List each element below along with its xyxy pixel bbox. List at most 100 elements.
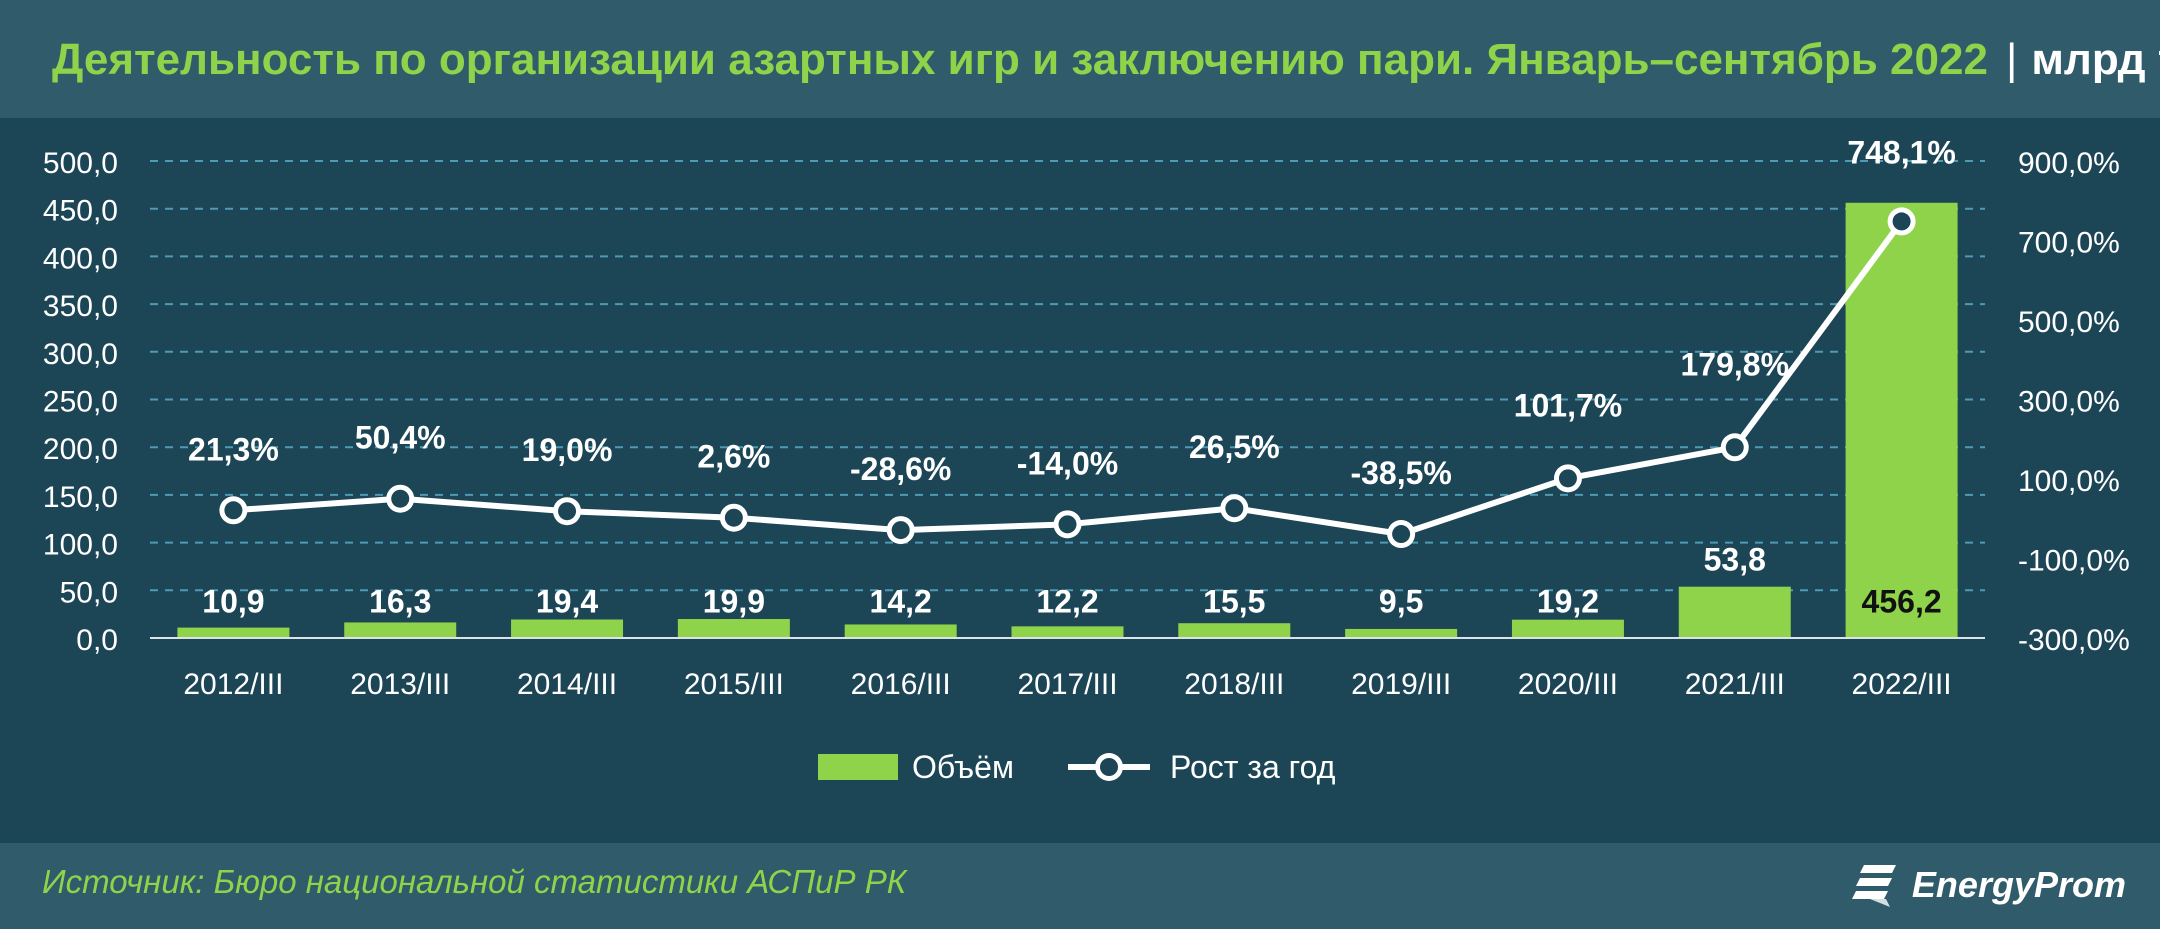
growth-marker-2022/III xyxy=(1892,212,1911,231)
legend-marker-inner xyxy=(1100,758,1118,776)
title-separator: | xyxy=(2005,35,2018,84)
energyprom-logo: EnergyProm xyxy=(1850,857,2126,913)
bar-value-label: 53,8 xyxy=(1704,542,1766,578)
growth-value-label: 748,1% xyxy=(1847,134,1956,170)
logo-text: EnergyProm xyxy=(1911,864,2126,905)
energyprom-logo-icon xyxy=(1851,865,1896,907)
growth-marker-2015/III xyxy=(724,508,743,527)
growth-marker-2018/III xyxy=(1225,499,1244,518)
bar-2013/III xyxy=(344,622,457,638)
left-axis: 0,0 50,0 100,0 150,0 200,0 250,0 300,0 350,0 400… xyxy=(43,147,118,657)
growth-line xyxy=(233,219,1905,538)
x-tick-label: 2021/III xyxy=(1685,668,1785,701)
bar-value-label: 16,3 xyxy=(369,583,431,619)
bar-value-label: 15,5 xyxy=(1203,583,1265,619)
chart-title: Деятельность по организации азартных игр… xyxy=(52,30,2160,90)
growth-value-label: -14,0% xyxy=(1017,445,1118,481)
y-right-tick-label: 500,0% xyxy=(2018,306,2120,339)
y-right-tick-label: 900,0% xyxy=(2018,147,2120,180)
y-left-tick-label: 350,0 xyxy=(43,290,118,323)
y-left-tick-label: 100,0 xyxy=(43,529,118,562)
x-tick-label: 2014/III xyxy=(517,668,617,701)
growth-marker-2020/III xyxy=(1558,469,1577,488)
footer: Источник: Бюро национальной статистики А… xyxy=(0,843,2160,929)
growth-marker-2019/III xyxy=(1392,525,1411,544)
x-axis: 2012/III 2013/III 2014/III 2015/III 2016/III… xyxy=(150,637,1985,701)
growth-value-label: 50,4% xyxy=(355,420,446,456)
y-right-tick-label: -300,0% xyxy=(2018,624,2130,657)
bar-value-label: 12,2 xyxy=(1036,583,1098,619)
y-left-tick-label: 50,0 xyxy=(60,576,118,609)
title-unit: млрд тг xyxy=(2031,35,2160,84)
source-note: Источник: Бюро национальной статистики А… xyxy=(42,863,907,900)
x-tick-label: 2013/III xyxy=(350,668,450,701)
bar-2021/III xyxy=(1678,586,1791,638)
bar-2018/III xyxy=(1178,623,1291,638)
y-left-tick-label: 200,0 xyxy=(43,433,118,466)
growth-marker-2016/III xyxy=(891,521,910,540)
bar-2016/III xyxy=(844,624,957,638)
x-tick-label: 2022/III xyxy=(1852,668,1952,701)
y-right-tick-label: 300,0% xyxy=(2018,386,2120,419)
x-tick-label: 2015/III xyxy=(684,668,784,701)
growth-value-label: 101,7% xyxy=(1514,387,1623,423)
bar-value-label: 19,4 xyxy=(536,583,598,619)
title-text: Деятельность по организации азартных игр… xyxy=(52,35,1988,84)
bar-series-volume xyxy=(177,202,1958,638)
bar-value-label: 9,5 xyxy=(1379,583,1423,619)
y-right-tick-label: 100,0% xyxy=(2018,465,2120,498)
bar-2012/III xyxy=(177,627,290,638)
y-left-tick-label: 400,0 xyxy=(43,242,118,275)
growth-marker-2013/III xyxy=(391,489,410,508)
line-data-labels: 21,3% 50,4% 19,0% 2,6% -28,6% -14,0% 26,5% -38,… xyxy=(188,134,1956,491)
y-left-tick-label: 500,0 xyxy=(43,147,118,180)
bar-value-label: 10,9 xyxy=(202,583,264,619)
x-tick-label: 2017/III xyxy=(1017,668,1117,701)
line-series-growth xyxy=(219,207,1916,549)
y-right-tick-label: 700,0% xyxy=(2018,227,2120,260)
growth-marker-2017/III xyxy=(1058,515,1077,534)
growth-value-label: -28,6% xyxy=(850,451,951,487)
bar-2014/III xyxy=(511,619,624,638)
legend: Объём Рост за год xyxy=(818,749,1336,785)
grid-lines xyxy=(150,160,1985,592)
right-axis: -300,0% -100,0% 100,0% 300,0% 500,0% 700,0% 90… xyxy=(2018,147,2130,657)
x-tick-label: 2019/III xyxy=(1351,668,1451,701)
bar-2022/III xyxy=(1845,202,1958,638)
bar-2017/III xyxy=(1011,626,1124,638)
chart-svg: 0,0 50,0 100,0 150,0 200,0 250,0 300,0 350,0 400… xyxy=(43,134,2130,785)
bar-value-label: 19,9 xyxy=(703,583,765,619)
legend-label-line: Рост за год xyxy=(1170,749,1336,785)
growth-marker-2012/III xyxy=(224,501,243,520)
bar-2020/III xyxy=(1511,619,1624,638)
growth-marker-2014/III xyxy=(558,502,577,521)
y-left-tick-label: 0,0 xyxy=(76,624,118,657)
header: Деятельность по организации азартных игр… xyxy=(0,0,2160,118)
y-left-tick-label: 450,0 xyxy=(43,195,118,228)
bar-value-label: 456,2 xyxy=(1862,583,1942,619)
x-tick-label: 2018/III xyxy=(1184,668,1284,701)
y-left-tick-label: 250,0 xyxy=(43,386,118,419)
growth-value-label: 21,3% xyxy=(188,431,279,467)
growth-value-label: 19,0% xyxy=(522,432,613,468)
bar-2015/III xyxy=(677,619,790,638)
growth-value-label: 26,5% xyxy=(1189,429,1280,465)
bar-2019/III xyxy=(1345,628,1458,638)
growth-value-label: 179,8% xyxy=(1681,346,1790,382)
legend-swatch-bar xyxy=(818,754,898,780)
y-left-tick-label: 150,0 xyxy=(43,481,118,514)
growth-value-label: -38,5% xyxy=(1350,455,1451,491)
bar-value-label: 19,2 xyxy=(1537,583,1599,619)
growth-value-label: 2,6% xyxy=(697,439,770,475)
bar-value-label: 14,2 xyxy=(870,583,932,619)
x-tick-label: 2012/III xyxy=(183,668,283,701)
y-left-tick-label: 300,0 xyxy=(43,338,118,371)
chart-panel: 0,0 50,0 100,0 150,0 200,0 250,0 300,0 350,0 400… xyxy=(0,118,2160,843)
y-right-tick-label: -100,0% xyxy=(2018,545,2130,578)
growth-marker-2021/III xyxy=(1725,438,1744,457)
x-tick-label: 2016/III xyxy=(851,668,951,701)
bar-data-labels: 10,9 16,3 19,4 19,9 14,2 12,2 15,5 9,5 19,2 53,8 4… xyxy=(202,542,1941,620)
legend-label-bar: Объём xyxy=(912,749,1014,785)
x-tick-label: 2020/III xyxy=(1518,668,1618,701)
